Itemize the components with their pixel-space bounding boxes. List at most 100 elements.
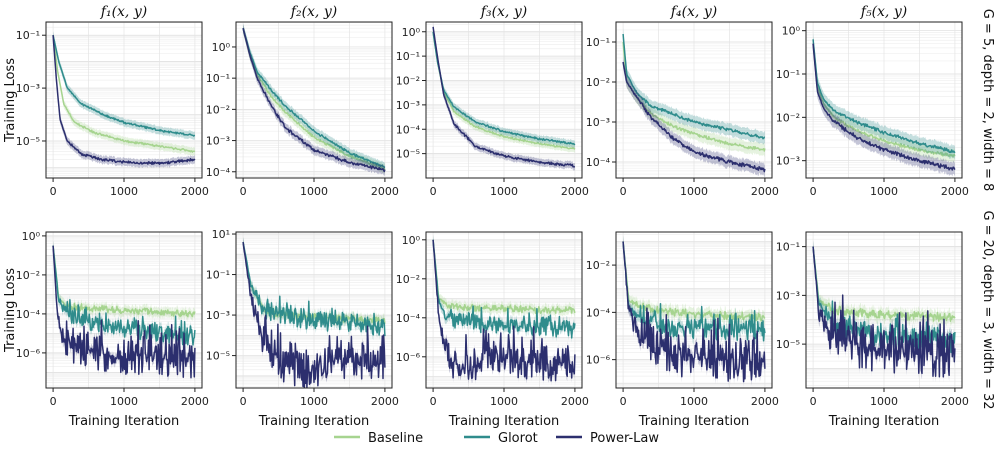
y-tick-label: 10⁰ (782, 25, 801, 38)
x-tick-label: 1000 (110, 395, 138, 408)
x-tick-label: 1000 (110, 185, 138, 198)
series-line (812, 43, 956, 158)
series-line (622, 241, 766, 383)
x-tick-label: 0 (810, 395, 817, 408)
row-label: G = 5, depth = 2, width = 8 (980, 9, 995, 192)
panel-title: f₅(x, y) (860, 4, 907, 20)
series-power-law (52, 240, 196, 383)
y-tick-label: 10⁻⁴ (206, 166, 231, 179)
series-line (432, 31, 576, 150)
y-tick-label: 10⁻³ (16, 82, 40, 95)
y-tick-label: 10⁻⁶ (586, 354, 611, 367)
x-axis-label: Training Iteration (448, 414, 560, 429)
series-glorot (242, 23, 386, 173)
y-tick-label: 10⁻² (206, 103, 230, 116)
series-line (242, 28, 386, 169)
series-power-law (432, 234, 576, 386)
y-tick-label: 10⁻⁶ (396, 351, 421, 364)
panel-1-3: 10⁰ 10⁻¹ 10⁻² 10⁻³ 10⁻⁴ 10⁻⁵ 0 1000 2000 f₃(x, y) (396, 4, 589, 198)
y-axis-label: Training Loss (3, 58, 18, 143)
legend-item-baseline: Baseline (334, 431, 423, 446)
x-tick-label: 1000 (490, 395, 518, 408)
series-power-law (242, 23, 386, 177)
series-power-law (622, 56, 766, 178)
series-band (243, 23, 385, 175)
series-glorot (432, 28, 576, 149)
series-glorot (52, 31, 196, 140)
series-baseline (52, 31, 196, 157)
y-tick-label: 10⁻² (586, 259, 610, 272)
x-tick-label: 0 (620, 395, 627, 408)
series-line (622, 61, 766, 173)
series-line (432, 239, 576, 314)
y-tick-label: 10⁻⁴ (396, 123, 421, 136)
panel-1-4: 10⁻¹ 10⁻² 10⁻³ 10⁻⁴ 0 1000 2000 f₄(x, y) (586, 4, 779, 198)
row-label: G = 20, depth = 3, width = 32 (980, 210, 995, 409)
series-power-law (812, 37, 956, 177)
series-glorot (432, 234, 576, 343)
y-axis-label: Training Loss (3, 268, 18, 353)
y-tick-label: 10⁻¹ (586, 36, 610, 49)
y-tick-label: 10⁻³ (206, 309, 230, 322)
x-tick-label: 2000 (371, 185, 399, 198)
y-tick-label: 10⁻² (776, 111, 800, 124)
series-glorot (622, 28, 766, 145)
series-line (812, 43, 956, 171)
x-tick-label: 0 (430, 185, 437, 198)
y-tick-label: 10⁻⁵ (206, 350, 230, 363)
panel-1-1: 10⁻¹ 10⁻³ 10⁻⁵ 0 1000 2000 f₁(x, y) Training Lo… (3, 4, 209, 198)
series-line (622, 33, 766, 140)
y-tick-label: 10⁻⁵ (16, 135, 40, 148)
series-line (432, 31, 576, 146)
y-tick-label: 10⁰ (402, 234, 421, 247)
x-tick-label: 2000 (941, 395, 969, 408)
series-line (52, 35, 196, 137)
panel-1-5: 10⁰ 10⁻¹ 10⁻² 10⁻³ 0 1000 2000 f₅(x, y) G = 5, d… (776, 4, 995, 198)
series-line (242, 242, 386, 388)
series-power-law (242, 237, 386, 388)
panel-title: f₂(x, y) (290, 4, 337, 20)
series-baseline (52, 240, 196, 322)
panel-title: f₄(x, y) (670, 4, 717, 20)
y-tick-label: 10⁻⁴ (16, 308, 41, 321)
y-tick-label: 10⁻⁵ (776, 338, 800, 351)
x-axis-label: Training Iteration (68, 414, 180, 429)
x-tick-label: 0 (240, 395, 247, 408)
series-line (432, 239, 576, 382)
legend: Baseline Glorot Power-Law (334, 431, 659, 446)
y-tick-label: 10⁻⁴ (586, 306, 611, 319)
series-line (812, 39, 956, 154)
grid (236, 22, 392, 178)
series-baseline (242, 23, 386, 175)
x-tick-label: 1000 (680, 395, 708, 408)
y-tick-label: 10⁰ (22, 230, 41, 243)
x-tick-label: 2000 (561, 395, 589, 408)
legend-label: Baseline (368, 431, 423, 446)
x-tick-label: 1000 (870, 395, 898, 408)
x-tick-label: 0 (810, 185, 817, 198)
series-line (52, 35, 196, 165)
y-tick-label: 10⁻¹ (776, 241, 800, 254)
y-tick-label: 10⁻³ (396, 99, 420, 112)
panel-title: f₃(x, y) (480, 4, 527, 20)
y-tick-label: 10⁰ (402, 26, 421, 39)
series-line (242, 241, 386, 337)
y-tick-label: 10⁻¹ (16, 29, 40, 42)
y-tick-label: 10⁻² (396, 273, 420, 286)
y-tick-label: 10⁻¹ (206, 72, 230, 85)
legend-label: Glorot (498, 431, 538, 446)
y-tick-label: 10⁻³ (776, 289, 800, 302)
x-axis-label: Training Iteration (828, 414, 940, 429)
series-line (432, 26, 576, 168)
x-axis-label: Training Iteration (638, 414, 750, 429)
series-line (812, 246, 956, 322)
series-power-law (812, 240, 956, 383)
y-tick-label: 10⁻¹ (776, 68, 800, 81)
panel-1-2: 10⁰ 10⁻¹ 10⁻² 10⁻³ 10⁻⁴ 0 1000 2000 f₂(x, y) (206, 4, 399, 198)
y-tick-label: 10⁻³ (776, 155, 800, 168)
series-line (52, 245, 196, 318)
